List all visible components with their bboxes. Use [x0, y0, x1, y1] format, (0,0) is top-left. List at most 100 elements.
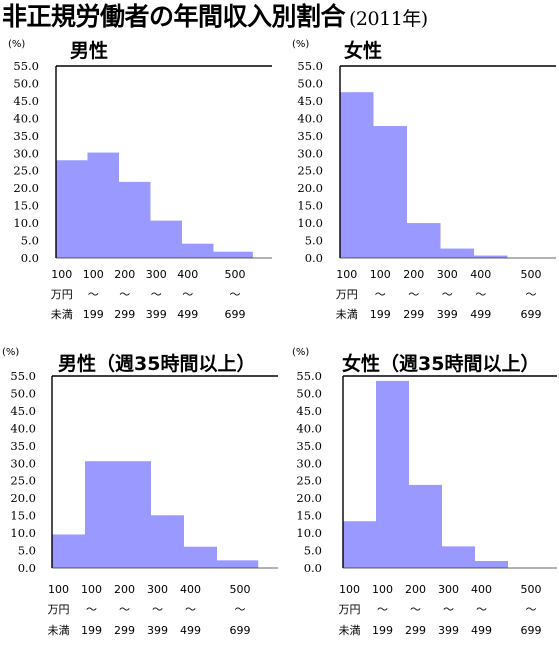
x-tick-label: 万円 [339, 603, 361, 616]
y-tick-label: 45.0 [297, 94, 323, 108]
x-tick-label: 500 [225, 268, 246, 281]
x-tick-label: 199 [81, 624, 102, 637]
bar [182, 243, 214, 258]
x-tick-label: ～ [230, 288, 241, 301]
x-tick-label: 499 [471, 624, 492, 637]
x-tick-label: 699 [521, 624, 542, 637]
y-tick-label: 35.0 [13, 129, 39, 143]
x-tick-label: ～ [235, 603, 246, 616]
y-tick-label: 55.0 [296, 369, 322, 383]
x-tick-label: 199 [372, 624, 393, 637]
x-tick-label: 399 [438, 624, 459, 637]
x-tick-label: 499 [180, 624, 201, 637]
y-tick-label: 10.0 [296, 526, 322, 540]
y-unit-label: (%) [292, 39, 310, 50]
y-tick-label: 20.0 [297, 181, 323, 195]
y-tick-label: 40.0 [13, 111, 39, 125]
x-tick-label: 200 [114, 268, 135, 281]
y-tick-label: 0.0 [21, 251, 39, 265]
x-tick-label: 399 [437, 308, 458, 321]
chart-panel-male-fulltime: (%) 男性（週35時間以上） 0.0 5.0 10.0 15.0 20.0 25.0 30… [0, 340, 280, 649]
x-tick-label: 100 [372, 583, 393, 596]
y-tick-label: 20.0 [10, 491, 36, 505]
y-tick-label: 15.0 [10, 509, 36, 523]
x-tick-label: 299 [114, 308, 135, 321]
x-tick-label: ～ [86, 603, 97, 616]
x-tick-label: 300 [438, 583, 459, 596]
y-tick-label: 45.0 [13, 94, 39, 108]
x-tick-label: 未満 [339, 624, 361, 637]
x-tick-label: ～ [408, 288, 419, 301]
x-tick-label: 399 [146, 308, 167, 321]
x-tick-label: 299 [403, 308, 424, 321]
y-tick-label: 25.0 [13, 164, 39, 178]
y-tick-label: 15.0 [297, 199, 323, 213]
x-tick-label: 200 [405, 583, 426, 596]
x-tick-label: 300 [146, 268, 167, 281]
y-tick-label: 45.0 [10, 404, 36, 418]
y-tick-label: 30.0 [10, 456, 36, 470]
x-tick-label: 300 [147, 583, 168, 596]
y-tick-label: 5.0 [21, 234, 39, 248]
year-label: (2011年) [349, 8, 428, 30]
y-tick-label: 30.0 [13, 146, 39, 160]
x-tick-label: 100 [81, 583, 102, 596]
bar [217, 560, 259, 568]
y-tick-label: 35.0 [297, 129, 323, 143]
x-tick-label: ～ [410, 603, 421, 616]
x-tick-label: 199 [83, 308, 104, 321]
bar [87, 152, 119, 258]
x-tick-label: ～ [476, 603, 487, 616]
x-tick-label: 699 [225, 308, 246, 321]
y-tick-label: 30.0 [297, 146, 323, 160]
panel-title: 女性 [344, 40, 383, 62]
x-tick-label: 万円 [336, 288, 358, 301]
chart-panel-female: (%) 女性 0.0 5.0 10.0 15.0 20.0 25.0 30.0 35.0 40.… [284, 34, 559, 334]
bar [343, 521, 376, 568]
y-unit-label: (%) [8, 39, 26, 50]
y-tick-label: 0.0 [304, 561, 322, 575]
x-tick-label: 699 [230, 624, 251, 637]
panel-title: 男性（週35時間以上） [58, 353, 256, 375]
y-tick-label: 35.0 [296, 439, 322, 453]
chart-panel-female-fulltime: (%) 女性（週35時間以上） 0.0 5.0 10.0 15.0 20.0 25.0 30… [284, 340, 559, 649]
x-tick-label: 199 [370, 308, 391, 321]
page-title: 非正規労働者の年間収入別割合 (2011年) [2, 0, 428, 34]
y-tick-label: 40.0 [297, 111, 323, 125]
chart-svg: 0.0 5.0 10.0 15.0 20.0 25.0 30.0 35.0 40.0 45.0 50… [13, 59, 272, 321]
x-tick-label: ～ [152, 603, 163, 616]
bar [340, 92, 374, 258]
bar [474, 255, 508, 258]
y-tick-label: 5.0 [18, 544, 36, 558]
y-tick-label: 55.0 [13, 59, 39, 73]
x-tick-label: 100 [336, 268, 357, 281]
x-tick-label: ～ [443, 603, 454, 616]
bar [119, 181, 151, 258]
bar [151, 515, 184, 568]
y-unit-label: (%) [292, 347, 310, 358]
y-tick-label: 0.0 [305, 251, 323, 265]
x-tick-label: 未満 [51, 308, 73, 321]
y-tick-label: 20.0 [13, 181, 39, 195]
bar [184, 546, 217, 568]
x-tick-label: 400 [180, 583, 201, 596]
bar [409, 484, 442, 568]
y-tick-label: 30.0 [296, 456, 322, 470]
x-tick-label: 299 [405, 624, 426, 637]
bar [440, 248, 474, 258]
x-tick-label: ～ [526, 603, 537, 616]
y-tick-label: 5.0 [305, 234, 323, 248]
y-tick-label: 40.0 [296, 421, 322, 435]
x-tick-label: 299 [114, 624, 135, 637]
chart-panel-male: (%) 男性 0.0 5.0 10.0 15.0 20.0 25.0 30.0 35.0 40.… [0, 34, 280, 334]
x-tick-label: ～ [119, 603, 130, 616]
bar [442, 546, 475, 568]
x-tick-label: 未満 [336, 308, 358, 321]
bar [150, 220, 182, 258]
y-tick-label: 50.0 [297, 76, 323, 90]
x-tick-label: 500 [521, 268, 542, 281]
y-tick-label: 10.0 [10, 526, 36, 540]
bar [475, 561, 508, 568]
bar [407, 223, 441, 258]
chart-title: 非正規労働者の年間収入別割合 [2, 2, 346, 31]
